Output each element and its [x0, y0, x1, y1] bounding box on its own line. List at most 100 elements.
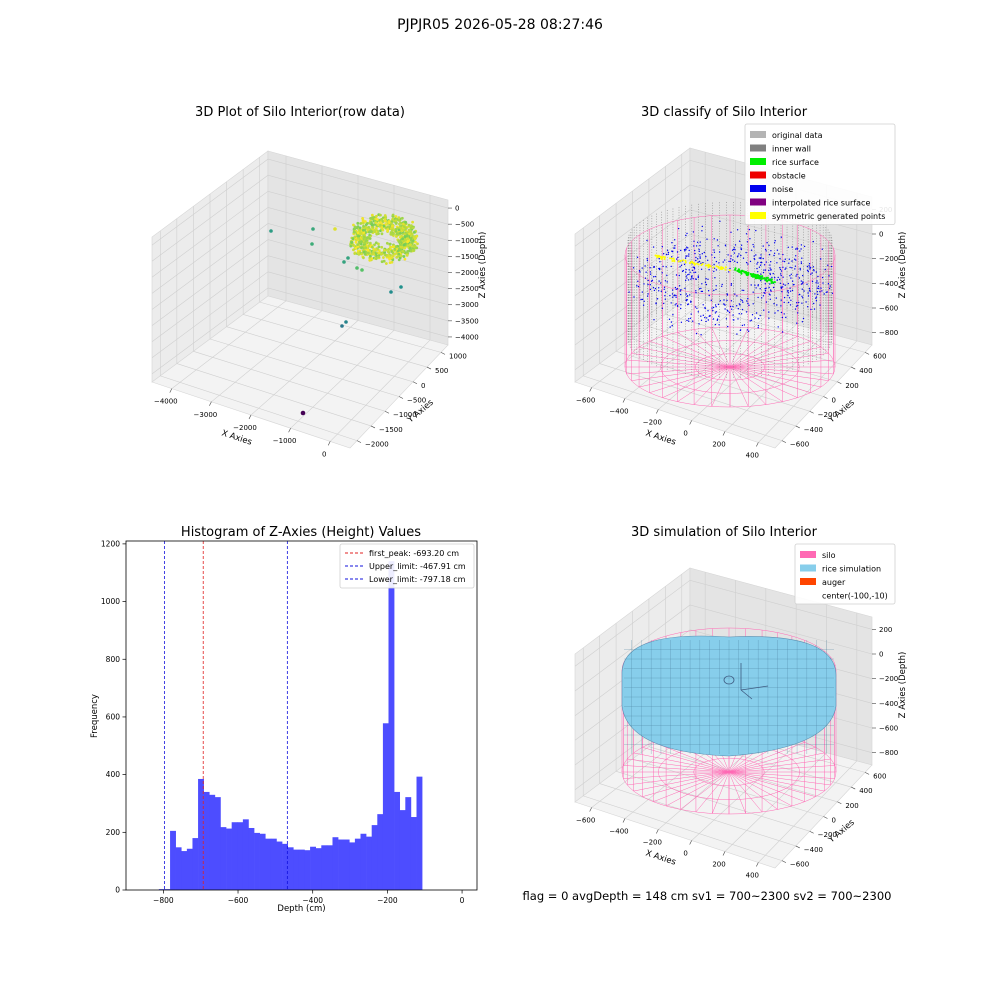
panel0-cluster-point: [391, 254, 395, 258]
panel0-data-point: [344, 320, 348, 324]
histogram-bar: [399, 810, 406, 890]
panel3-x-tick-label: 400: [746, 872, 759, 880]
depth-histogram: Histogram of Z-Axies (Height) Values −800…: [90, 525, 478, 914]
panel0-cluster-point: [354, 240, 358, 244]
panel2-x-tick-label: −400: [302, 896, 323, 905]
panel0-cluster-point: [367, 251, 370, 255]
histogram-bar: [293, 849, 300, 890]
panel0-cluster-point: [384, 222, 388, 226]
panel0-cluster-point: [353, 235, 357, 239]
panel0-y-tick: [426, 366, 432, 370]
panel0-cluster-point: [399, 254, 403, 258]
panel0-cluster-point: [402, 222, 405, 226]
panel1-legend-label: symmetric generated points: [772, 212, 885, 221]
histogram-bar: [209, 794, 216, 890]
panel1-z-axis-label: Z Axies (Depth): [898, 232, 908, 299]
panel0-cluster-point: [402, 255, 406, 258]
panel1-legend-swatch: [750, 158, 766, 165]
panel0-x-tick-label: −2000: [233, 424, 257, 432]
panel0-data-point: [310, 242, 314, 246]
panel0-cluster-point: [413, 240, 417, 244]
panel1-x-tick-label: 400: [746, 452, 759, 460]
panel3-legend-label: center(-100,-10): [822, 592, 888, 601]
panel0-cluster-point: [411, 226, 415, 230]
histogram-bar: [231, 822, 238, 890]
panel0-x-tick: [327, 441, 331, 446]
panel1-x-axis-label: X Axies: [644, 428, 677, 447]
panel2-y-tick-label: 800: [106, 655, 121, 664]
panel0-cluster-point: [409, 226, 413, 230]
panel0-cluster-point: [370, 257, 374, 260]
panel0-cluster-point: [359, 232, 363, 235]
panel0-cluster-point: [371, 225, 375, 229]
panel0-cluster-point: [364, 223, 368, 227]
panel0-title: 3D Plot of Silo Interior(row data): [195, 105, 405, 120]
simulation-3d-plot: 3D simulation of Silo Interior −600 −400 −2…: [574, 525, 908, 880]
histogram-bar: [304, 850, 311, 890]
panel0-cluster-point: [397, 228, 401, 232]
panel0-cluster-point: [363, 220, 367, 223]
panel1-y-tick-label: −400: [804, 426, 823, 434]
panel0-cluster-point: [393, 252, 397, 256]
histogram-bar: [360, 833, 367, 890]
panel1-inner-wall-points: [627, 202, 833, 378]
panel0-cluster-point: [368, 258, 372, 262]
panel0-cluster-point: [415, 246, 419, 250]
panel0-cluster-point: [391, 218, 394, 221]
panel0-x-tick: [248, 414, 252, 420]
panel1-x-tick: [756, 442, 759, 447]
histogram-bar: [254, 832, 260, 890]
panel0-x-tick: [169, 388, 173, 393]
panel0-x-tick-label: −1000: [273, 437, 297, 445]
panel3-y-tick-label: −600: [790, 861, 809, 869]
panel0-cluster-point: [401, 249, 404, 253]
panel3-y-tick: [864, 772, 870, 775]
histogram-bar: [248, 827, 255, 890]
histogram-bar: [371, 825, 378, 890]
panel1-z-tick-label: −200: [879, 255, 898, 263]
histogram-bar: [338, 839, 344, 890]
figure-suptitle: PJPJR05 2026-05-28 08:27:46: [397, 17, 603, 33]
panel0-cluster-point: [393, 248, 397, 251]
panel0-cluster-point: [377, 242, 380, 246]
panel1-symmetric-points: [654, 254, 731, 272]
panel0-cluster-point: [362, 224, 365, 228]
panel3-x-tick-label: 0: [683, 850, 687, 858]
panel0-cluster-point: [407, 228, 411, 232]
panel1-x-tick-label: −200: [643, 419, 662, 427]
histogram-bar: [226, 828, 232, 890]
panel0-y-tick-label: 1000: [449, 352, 467, 360]
panel1-y-tick-label: −600: [790, 441, 809, 449]
panel0-cluster-point: [363, 241, 366, 245]
panel2-y-tick-label: 600: [106, 712, 121, 721]
panel1-x-tick-label: 0: [683, 430, 687, 438]
panel3-auger: [723, 663, 769, 700]
panel0-cluster-point: [374, 221, 378, 225]
panel0-y-tick-label: −1500: [379, 426, 403, 434]
panel0-cluster-point: [407, 223, 411, 227]
histogram-bar: [332, 837, 339, 890]
panel1-legend-label: noise: [772, 185, 793, 194]
panel0-cluster-point: [375, 232, 379, 236]
panel3-y-tick: [795, 845, 800, 849]
panel0-x-tick: [288, 428, 291, 433]
panel0-cluster-point: [349, 244, 353, 248]
panel2-y-tick-label: 200: [106, 828, 121, 837]
panel1-z-tick-label: −600: [879, 305, 898, 313]
panel0-cluster-point: [399, 248, 402, 252]
panel0-cluster-point: [381, 228, 385, 232]
panel3-y-tick-label: −200: [818, 831, 837, 839]
panel0-cluster-point: [363, 237, 367, 241]
panel0-data-point: [269, 229, 273, 233]
panel2-bars: [158, 561, 423, 890]
panel0-cluster-point: [387, 254, 391, 258]
panel0-cluster-point: [401, 232, 405, 235]
panel0-cluster-point: [374, 257, 378, 261]
panel2-y-tick-label: 0: [115, 886, 120, 895]
panel0-cluster-point: [406, 237, 410, 241]
panel0-cluster-point: [400, 240, 403, 244]
panel3-y-tick-label: 200: [845, 802, 858, 810]
panel0-cluster-point: [358, 241, 361, 244]
panel0-cluster-point: [391, 213, 395, 217]
histogram-bar: [170, 830, 176, 890]
